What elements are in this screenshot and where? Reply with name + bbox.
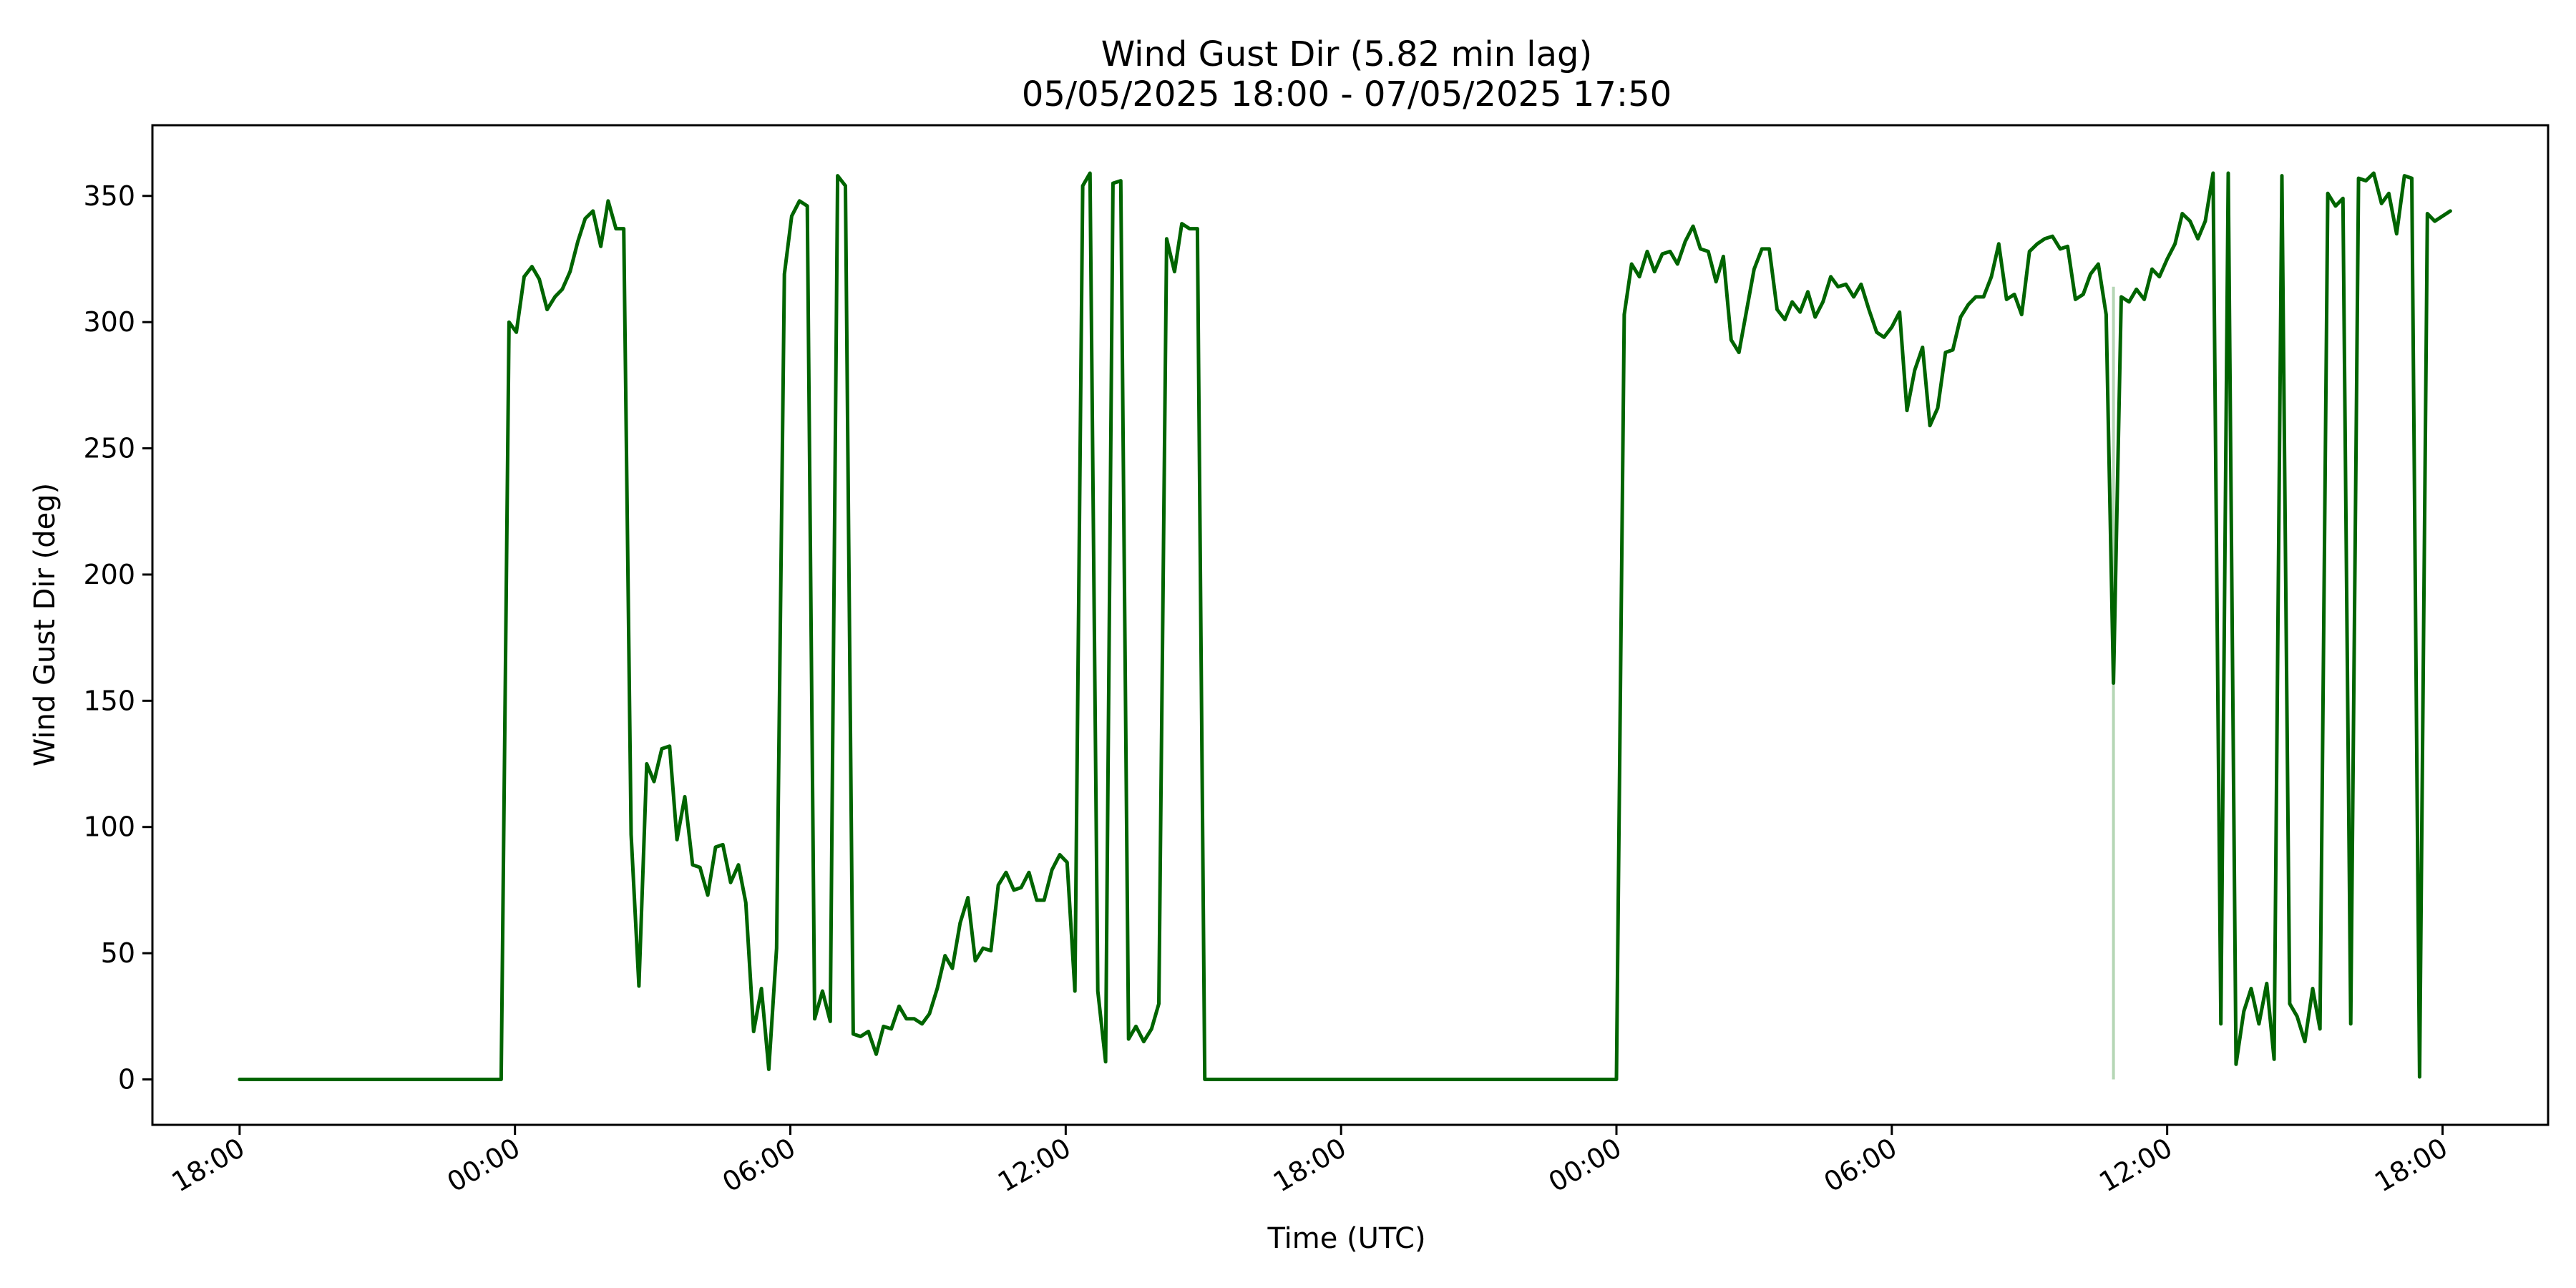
- y-axis-label: Wind Gust Dir (deg): [29, 483, 62, 767]
- y-tick-label: 0: [118, 1064, 135, 1096]
- x-tick-label: 18:00: [2369, 1132, 2453, 1199]
- series-line: [238, 171, 2452, 1081]
- x-tick-label: 06:00: [717, 1132, 801, 1199]
- plot-frame: [151, 124, 2550, 1126]
- y-tick-label: 200: [83, 559, 135, 590]
- y-axis: 0 50 100 150 200 250 300 350: [83, 180, 152, 1096]
- y-tick-label: 50: [101, 937, 135, 969]
- x-tick-label: 00:00: [441, 1132, 525, 1199]
- y-tick-label: 100: [83, 811, 135, 843]
- chart-title: Wind Gust Dir (5.82 min lag): [1101, 34, 1592, 74]
- y-tick-label: 350: [83, 180, 135, 212]
- y-tick-label: 300: [83, 306, 135, 338]
- x-tick-label: 18:00: [1268, 1132, 1352, 1199]
- data-line-layer: [238, 171, 2452, 1081]
- x-tick-label: 00:00: [1543, 1132, 1627, 1199]
- x-tick-label: 06:00: [1818, 1132, 1902, 1199]
- y-tick-label: 250: [83, 433, 135, 464]
- x-tick-label: 18:00: [167, 1132, 250, 1199]
- x-tick-label: 12:00: [2094, 1132, 2177, 1199]
- x-tick-label: 12:00: [992, 1132, 1076, 1199]
- x-axis-label: Time (UTC): [1267, 1222, 1425, 1255]
- chart-subtitle: 05/05/2025 18:00 - 07/05/2025 17:50: [1022, 74, 1672, 114]
- y-tick-label: 150: [83, 685, 135, 716]
- x-axis: 18:00 00:00 06:00 12:00 18:00 00:00 06:00 12:00…: [167, 1125, 2453, 1199]
